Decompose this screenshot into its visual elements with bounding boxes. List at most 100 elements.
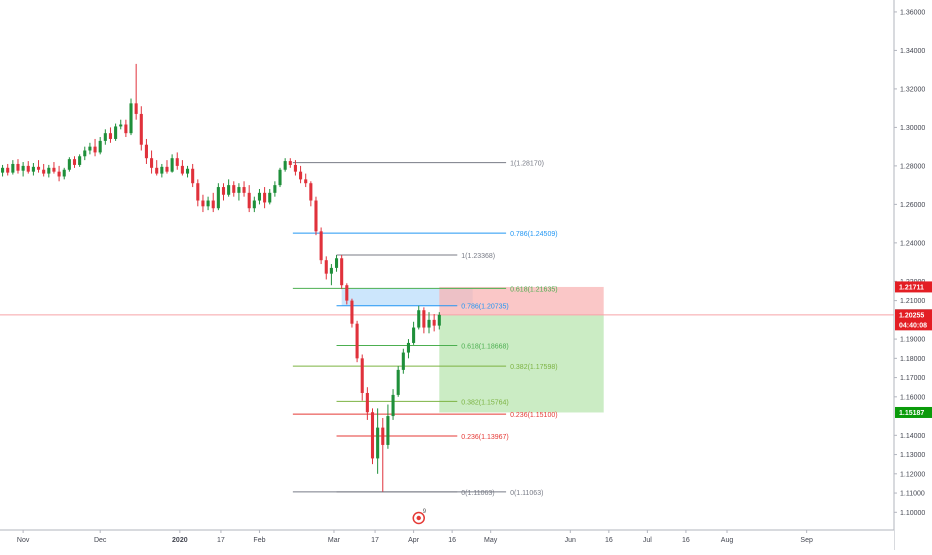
candle-body[interactable] — [232, 185, 236, 193]
candle-body[interactable] — [350, 300, 354, 324]
candle-body[interactable] — [6, 167, 10, 173]
candle-body[interactable] — [252, 200, 256, 209]
candle-body[interactable] — [360, 358, 364, 393]
candle-body[interactable] — [52, 167, 56, 172]
candle-body[interactable] — [391, 394, 395, 417]
candle-body[interactable] — [427, 319, 431, 328]
candle-body[interactable] — [293, 164, 297, 172]
candle-body[interactable] — [114, 126, 118, 139]
candle-body[interactable] — [432, 319, 436, 326]
candle-body[interactable] — [247, 192, 251, 209]
candle-body[interactable] — [165, 166, 169, 172]
candle-body[interactable] — [83, 150, 87, 157]
candle-body[interactable] — [340, 258, 344, 286]
candle-body[interactable] — [88, 146, 92, 151]
candle-body[interactable] — [381, 427, 385, 445]
candle-body[interactable] — [93, 146, 97, 153]
candle-body[interactable] — [334, 258, 339, 268]
candle-body[interactable] — [150, 158, 154, 168]
candle-body[interactable] — [299, 171, 303, 180]
candle-body[interactable] — [237, 187, 241, 193]
candle-body[interactable] — [108, 133, 113, 139]
candle-body[interactable] — [1, 167, 5, 173]
candle-body[interactable] — [211, 200, 215, 209]
candle-body[interactable] — [98, 140, 102, 153]
candle-body[interactable] — [273, 185, 277, 193]
fib-level-label: 0(1.11063) — [461, 490, 494, 497]
candle-body[interactable] — [67, 159, 71, 170]
candle-body[interactable] — [103, 133, 107, 141]
candle-body[interactable] — [170, 158, 174, 172]
candle-body[interactable] — [72, 159, 77, 165]
candle-body[interactable] — [242, 187, 246, 193]
candle-body[interactable] — [57, 171, 61, 177]
candle-body[interactable] — [278, 169, 282, 186]
candle-body[interactable] — [263, 192, 267, 203]
candle-body[interactable] — [16, 163, 20, 171]
candle-body[interactable] — [175, 158, 179, 166]
candle-body[interactable] — [155, 167, 159, 174]
candle-body[interactable] — [355, 323, 359, 359]
candle-body[interactable] — [437, 314, 441, 326]
candle-body[interactable] — [196, 183, 200, 201]
candle-body[interactable] — [417, 310, 421, 328]
candle-body[interactable] — [11, 163, 15, 173]
candle-body[interactable] — [396, 369, 400, 395]
time-axis[interactable] — [0, 530, 894, 550]
candle-body[interactable] — [47, 167, 51, 174]
candle-body[interactable] — [422, 310, 426, 328]
candle-body[interactable] — [304, 179, 308, 184]
candle-body[interactable] — [257, 192, 262, 201]
candle-body[interactable] — [324, 260, 328, 274]
candle-body[interactable] — [370, 412, 375, 459]
candle-body[interactable] — [314, 200, 318, 232]
stop-price-tag[interactable] — [895, 281, 932, 293]
candle-body[interactable] — [201, 200, 205, 207]
candle-body[interactable] — [319, 231, 323, 261]
candle-body[interactable] — [160, 166, 164, 174]
candle-body[interactable] — [401, 352, 405, 370]
candle-body[interactable] — [31, 166, 35, 172]
plot-background[interactable] — [0, 0, 894, 530]
candle-body[interactable] — [406, 342, 411, 353]
candle-body[interactable] — [268, 192, 272, 203]
bid-price-tag[interactable] — [895, 309, 932, 321]
bid-price-tag-label: 1.20255 — [899, 312, 924, 319]
candle-body[interactable] — [288, 161, 292, 165]
candle-body[interactable] — [185, 168, 190, 174]
candle-body[interactable] — [180, 165, 184, 174]
candle-body[interactable] — [227, 185, 231, 195]
target-zone[interactable] — [439, 314, 604, 413]
candle-body[interactable] — [62, 169, 66, 177]
candle-body[interactable] — [129, 103, 133, 134]
candle-body[interactable] — [119, 124, 123, 127]
candle-body[interactable] — [124, 124, 128, 134]
price-axis[interactable] — [894, 0, 932, 550]
candle-body[interactable] — [36, 166, 41, 170]
candle-body[interactable] — [365, 392, 369, 413]
candle-body[interactable] — [283, 161, 287, 170]
candle-body[interactable] — [216, 187, 220, 209]
candle-body[interactable] — [26, 165, 30, 172]
stop-loss-zone[interactable] — [439, 286, 604, 315]
candle-body[interactable] — [139, 113, 143, 145]
candle-body[interactable] — [386, 416, 390, 445]
candle-body[interactable] — [206, 200, 210, 207]
candle-body[interactable] — [134, 103, 138, 114]
candle-body[interactable] — [345, 285, 349, 301]
candle-body[interactable] — [191, 168, 195, 184]
candle-body[interactable] — [376, 427, 380, 459]
candle-body[interactable] — [144, 144, 148, 159]
candle-body[interactable] — [78, 156, 82, 165]
event-flag-dot — [416, 515, 421, 521]
target-price-tag[interactable] — [895, 406, 932, 418]
candle-body[interactable] — [221, 187, 226, 195]
candle-body[interactable] — [42, 169, 46, 174]
candle-body[interactable] — [309, 183, 313, 201]
countdown-tag[interactable] — [895, 319, 932, 331]
candle-body[interactable] — [412, 327, 416, 343]
candle-body[interactable] — [329, 267, 333, 274]
candle-body[interactable] — [21, 165, 25, 171]
